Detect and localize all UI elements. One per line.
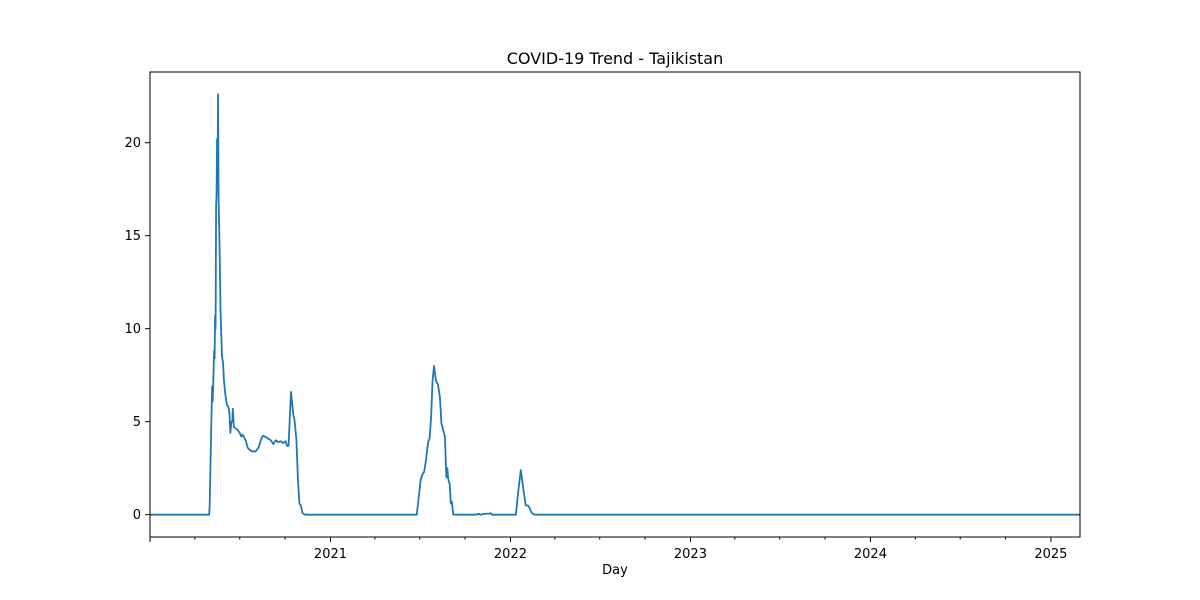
- x-tick-label: 2025: [1034, 547, 1067, 562]
- chart-title: COVID-19 Trend - Tajikistan: [507, 49, 724, 68]
- y-tick-label: 5: [133, 415, 141, 430]
- y-tick-label: 20: [124, 136, 141, 151]
- x-tick-label: 2024: [854, 547, 887, 562]
- x-tick-label: 2022: [494, 547, 527, 562]
- plot-frame: [149, 71, 1081, 538]
- y-tick-label: 10: [124, 322, 141, 337]
- series-line: [150, 93, 1080, 516]
- x-axis-ticks: 2021 2022 2023 2024 2025: [149, 537, 1067, 562]
- series-layer: [150, 93, 1080, 516]
- plot-area: [150, 72, 1080, 537]
- y-axis-ticks: 0 5 10 15 20: [124, 136, 150, 523]
- x-tick-label: 2021: [314, 547, 347, 562]
- y-tick-label: 0: [133, 508, 141, 523]
- x-axis-title: Day: [602, 563, 628, 578]
- x-tick-label: 2023: [674, 547, 707, 562]
- y-tick-label: 15: [124, 229, 141, 244]
